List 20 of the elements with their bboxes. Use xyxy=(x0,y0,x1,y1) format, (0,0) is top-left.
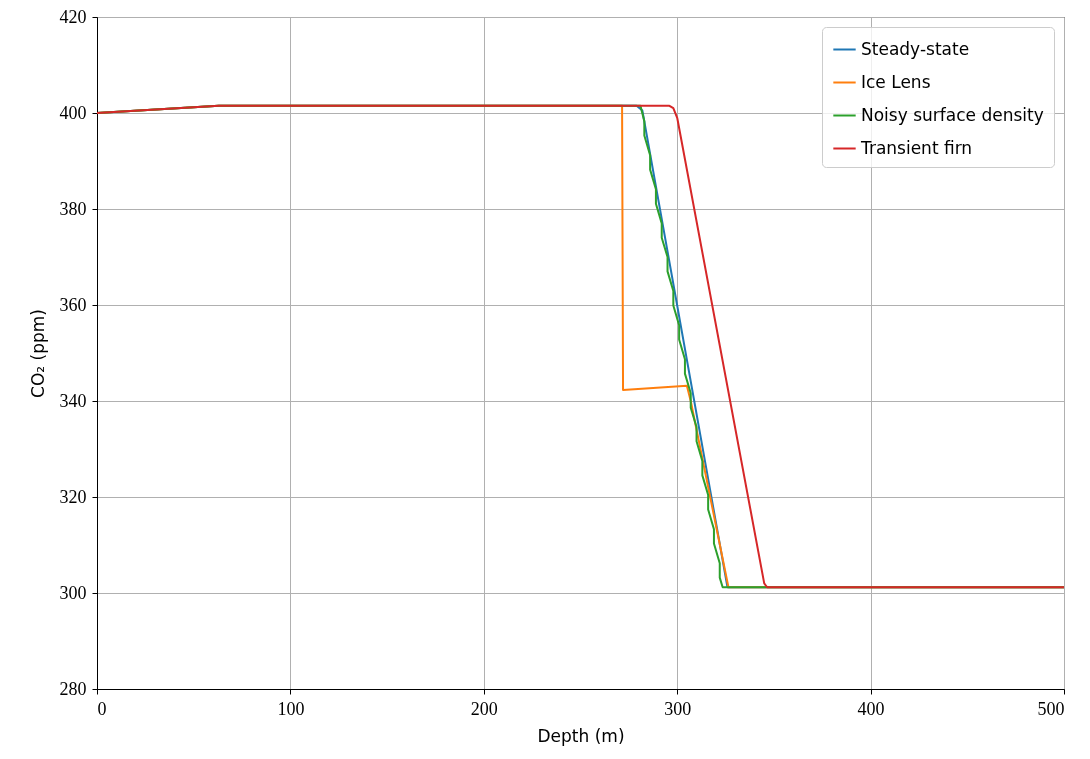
y-tick-label: 360 xyxy=(59,294,87,315)
y-tick-label: 280 xyxy=(59,678,87,699)
x-tick-label: 100 xyxy=(277,698,305,719)
x-tick-label: 0 xyxy=(97,698,107,719)
y-tick-label: 320 xyxy=(59,486,87,507)
x-tick-label: 300 xyxy=(664,698,692,719)
legend-label: Transient firn xyxy=(860,137,973,158)
legend-label: Steady-state xyxy=(861,38,970,59)
x-tick-label: 200 xyxy=(470,698,498,719)
y-tick-label: 380 xyxy=(59,198,87,219)
legend-label: Noisy surface density xyxy=(861,104,1044,125)
x-tick-label: 400 xyxy=(857,698,885,719)
y-tick-label: 420 xyxy=(59,6,87,27)
y-tick-label: 300 xyxy=(59,582,87,603)
y-tick-label: 340 xyxy=(59,390,87,411)
legend-label: Ice Lens xyxy=(861,71,931,92)
x-axis-title: Depth (m) xyxy=(537,725,625,746)
y-tick-label: 400 xyxy=(59,102,87,123)
x-tick-label: 500 xyxy=(1037,698,1065,719)
y-axis-title: CO₂ (ppm) xyxy=(27,309,48,398)
